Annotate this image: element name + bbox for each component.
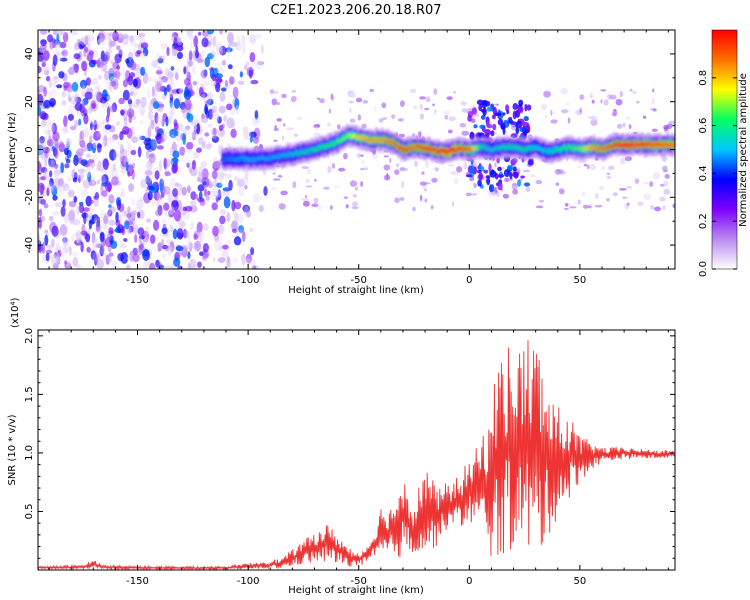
spectrogram-axes: -150 -100 -50 0 50 -40 -20 0 20 40	[24, 30, 675, 286]
snr-y-tick-label: 1.5	[24, 386, 35, 402]
snr-frame	[37, 329, 676, 571]
colorbar-tick-label: 0.4	[698, 165, 709, 181]
heatmap-ridge	[221, 123, 675, 172]
colorbar-tick-label: 0.8	[698, 70, 709, 86]
snr-y-tick-label: 2.0	[24, 328, 35, 344]
snr-line	[38, 340, 675, 570]
colorbar-tick-label: 0.2	[698, 213, 709, 229]
spectrogram-panel: -150 -100 -50 0 50 -40 -20 0 20 40 Height of stra…	[7, 29, 676, 296]
snr-x-tick-label: 0	[466, 576, 472, 587]
spectrogram-x-tick-label: -50	[351, 275, 367, 286]
spectrogram-heatmap	[38, 30, 675, 269]
spectrogram-y-tick-label: 0	[24, 146, 35, 152]
spectrogram-y-label: Frequency (Hz)	[7, 112, 18, 188]
snr-axes: -150 -100 -50 0 50 0.5 1.0 1.5 2.0	[24, 328, 675, 587]
colorbar-label: Normalized spectral amplitude	[738, 73, 749, 227]
snr-x-tick-label: -50	[351, 576, 367, 587]
spectrogram-y-tick-label: -40	[24, 237, 35, 253]
snr-x-label: Height of straight line (km)	[288, 585, 424, 596]
snr-y-label: SNR (10 * v/v)	[7, 414, 18, 485]
snr-y-tick-label: 0.5	[24, 504, 35, 520]
snr-x-tick-label: 50	[574, 576, 587, 587]
colorbar-tick-label: 0.0	[698, 261, 709, 277]
snr-y-tick-label: 1.0	[24, 445, 35, 461]
snr-scale-label: (x10⁴)	[10, 297, 21, 328]
spectrogram-x-tick-label: -100	[237, 275, 260, 286]
colorbar-gradient	[711, 29, 738, 270]
spectrogram-x-tick-label: 50	[574, 275, 587, 286]
spectrogram-x-tick-label: -150	[126, 275, 149, 286]
snr-x-tick-label: -100	[237, 576, 260, 587]
spectrogram-x-label: Height of straight line (km)	[288, 285, 424, 296]
snr-panel: -150 -100 -50 0 50 0.5 1.0 1.5 2.0 Height of str…	[7, 297, 676, 596]
spectrogram-y-tick-label: 40	[24, 48, 35, 61]
spectrogram-y-tick-label: -20	[24, 189, 35, 205]
spectrogram-x-tick-label: 0	[466, 275, 472, 286]
colorbar-ticks: 0.0 0.2 0.4 0.6 0.8	[698, 70, 737, 277]
heatmap-noise-blobs	[38, 30, 675, 269]
snr-series	[38, 340, 675, 570]
figure-title: C2E1.2023.206.20.18.R07	[270, 3, 441, 18]
spectrogram-y-tick-label: 20	[24, 95, 35, 108]
colorbar-tick-label: 0.6	[698, 118, 709, 134]
colorbar: 0.0 0.2 0.4 0.6 0.8 Normalized spectral ampl…	[698, 29, 749, 277]
snr-x-tick-label: -150	[126, 576, 149, 587]
